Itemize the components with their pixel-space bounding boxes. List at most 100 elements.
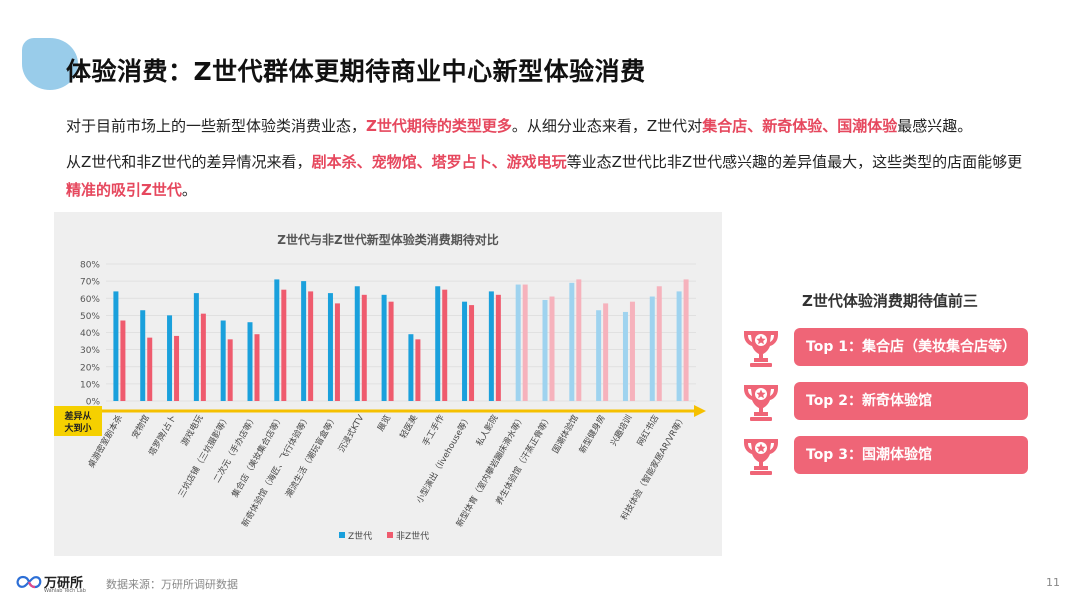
paragraph-1-highlight-a: Z世代期待的类型更多 <box>366 117 512 135</box>
bar-zgen <box>354 286 360 401</box>
arrow-label-line2: 大到小 <box>64 422 91 434</box>
page-number: 11 <box>1046 576 1060 589</box>
bar-non-zgen <box>308 291 314 401</box>
x-category-label: 三坑店铺（三坑摄影等） <box>176 413 232 499</box>
top3-item-2: Top 2：新奇体验馆 <box>740 382 1030 421</box>
brand-name: 万研所 <box>44 576 84 591</box>
y-tick-label: 30% <box>80 346 100 356</box>
bar-non-zgen <box>576 279 582 401</box>
trophy-icon <box>744 385 778 421</box>
x-category-label: 潮流生活（潮玩盲盒等） <box>283 413 339 499</box>
paragraph-1-highlight-b: 集合店、新奇体验、国潮体验 <box>702 117 898 135</box>
y-tick-label: 50% <box>80 312 100 322</box>
x-category-label: 国潮体验馆 <box>550 413 581 455</box>
bar-non-zgen <box>656 286 662 401</box>
x-category-label: 游戏电玩 <box>179 413 206 448</box>
brand-logo: 万研所 Wanlab Tech Lab <box>16 572 96 596</box>
x-category-label: 兴趣培训 <box>608 413 635 448</box>
bar-zgen <box>327 293 333 401</box>
y-tick-label: 10% <box>80 380 100 390</box>
x-category-label: 宠物馆 <box>130 413 152 441</box>
bar-zgen <box>193 293 199 401</box>
paragraph-2-highlight-a: 剧本杀、宠物馆、塔罗占卜、游戏电玩 <box>311 153 567 171</box>
bar-zgen <box>542 299 548 401</box>
paragraph-2: 从Z世代和非Z世代的差异情况来看，剧本杀、宠物馆、塔罗占卜、游戏电玩等业态Z世代… <box>66 148 1036 204</box>
bar-zgen <box>247 322 253 401</box>
y-tick-label: 70% <box>80 278 100 288</box>
bar-non-zgen <box>469 305 475 401</box>
paragraph-2-text-b: 等业态Z世代比非Z世代感兴趣的差异值最大，这些类型的店面能够更 <box>566 153 1023 171</box>
bar-zgen <box>488 291 494 401</box>
bar-non-zgen <box>281 289 287 401</box>
legend-label-zgen: Z世代 <box>348 530 372 542</box>
trophy-icon <box>744 331 778 367</box>
paragraph-1-text-c: 最感兴趣。 <box>897 117 973 135</box>
y-tick-label: 0% <box>86 398 101 408</box>
x-category-label: 展览 <box>375 413 393 433</box>
bar-non-zgen <box>120 320 126 401</box>
x-category-label: 轻医美 <box>398 413 421 441</box>
bar-non-zgen <box>388 301 394 401</box>
bar-non-zgen <box>147 337 153 401</box>
x-category-label: 集合店（美妆集合店等） <box>230 413 286 499</box>
title-decoration <box>22 38 78 90</box>
paragraph-1-text-a: 对于目前市场上的一些新型体验类消费业态， <box>66 117 367 135</box>
x-category-label: 小型演出（livehouse等） <box>414 413 474 505</box>
difference-arrow-head <box>694 405 706 417</box>
brand-subtitle: Wanlab Tech Lab <box>44 588 86 594</box>
top3-item-3: Top 3：国潮体验馆 <box>740 436 1030 475</box>
x-category-label: 私人影院 <box>474 413 501 448</box>
bar-zgen <box>167 315 173 401</box>
page-title: 体验消费：Z世代群体更期待商业中心新型体验消费 <box>66 57 646 86</box>
legend-swatch-zgen <box>339 532 345 538</box>
paragraph-2-highlight-b: 精准的吸引Z世代 <box>66 181 182 199</box>
top3-item-1: Top 1：集合店（美妆集合店等） <box>740 328 1030 367</box>
bar-zgen <box>274 279 280 401</box>
bar-zgen <box>301 281 307 401</box>
bar-non-zgen <box>629 301 635 401</box>
bar-zgen <box>435 286 441 401</box>
arrow-label-line1: 差异从 <box>64 410 91 422</box>
bar-zgen <box>113 291 119 401</box>
bar-zgen <box>515 284 521 401</box>
chart-title: Z世代与非Z世代新型体验类消费期待对比 <box>277 232 498 247</box>
legend-label-non-zgen: 非Z世代 <box>396 530 429 542</box>
bar-zgen <box>462 301 468 401</box>
infinity-logo-icon <box>16 575 42 589</box>
x-category-label: 塔罗牌/占卜 <box>146 413 178 458</box>
bar-non-zgen <box>334 303 340 401</box>
bar-non-zgen <box>254 334 260 401</box>
x-category-label: 手工手作 <box>420 413 447 448</box>
paragraph-1: 对于目前市场上的一些新型体验类消费业态，Z世代期待的类型更多。从细分业态来看，Z… <box>66 112 1036 140</box>
bar-non-zgen <box>174 335 180 401</box>
bar-zgen <box>220 320 226 401</box>
bar-non-zgen <box>603 303 609 401</box>
paragraph-1-text-b: 。从细分业态来看，Z世代对 <box>511 117 703 135</box>
bar-non-zgen <box>361 294 367 401</box>
top3-item-1-label: Top 1：集合店（美妆集合店等） <box>794 328 1028 366</box>
bar-non-zgen <box>442 289 448 401</box>
y-tick-label: 40% <box>80 329 100 339</box>
bar-zgen <box>408 334 414 401</box>
bar-non-zgen <box>549 296 555 401</box>
chart-canvas: Z世代与非Z世代新型体验类消费期待对比 0% 10% 20% 30% 40% 50% 60% 7… <box>54 232 706 542</box>
bar-non-zgen <box>227 339 233 401</box>
bar-zgen <box>140 310 146 401</box>
x-category-label: 网红书店 <box>635 413 662 448</box>
data-source: 数据来源：万研所调研数据 <box>106 578 238 591</box>
bar-zgen <box>381 294 387 401</box>
bar-non-zgen <box>522 284 528 401</box>
y-tick-label: 20% <box>80 363 100 373</box>
bar-zgen <box>569 282 575 401</box>
bar-zgen <box>596 310 602 401</box>
paragraph-2-text-a: 从Z世代和非Z世代的差异情况来看， <box>66 153 312 171</box>
trophy-icon <box>744 439 778 475</box>
x-category-label: 沉浸式KTV <box>336 413 366 455</box>
y-tick-label: 80% <box>80 261 100 271</box>
bar-zgen <box>622 311 628 401</box>
x-category-label: 新型健身房 <box>577 413 608 455</box>
bar-zgen <box>649 296 655 401</box>
bar-non-zgen <box>495 294 501 401</box>
bar-zgen <box>676 291 682 401</box>
bar-non-zgen <box>415 339 421 401</box>
